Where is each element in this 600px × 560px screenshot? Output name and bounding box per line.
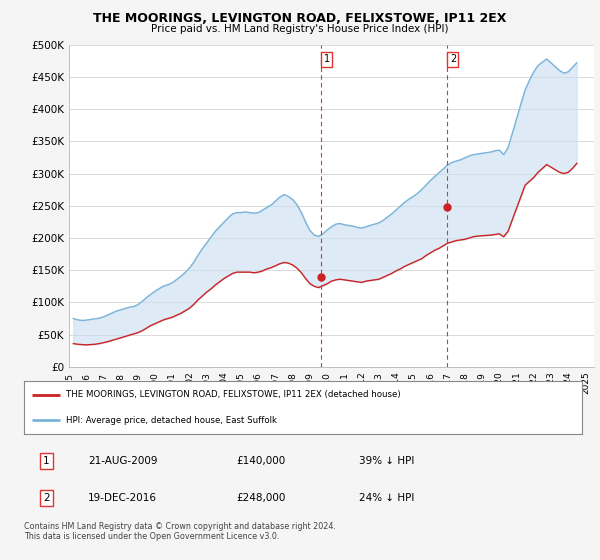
Text: 2: 2 (43, 493, 50, 502)
Text: 2: 2 (450, 54, 456, 64)
Text: 19-DEC-2016: 19-DEC-2016 (88, 493, 157, 502)
Text: 39% ↓ HPI: 39% ↓ HPI (359, 456, 414, 466)
Text: £140,000: £140,000 (236, 456, 285, 466)
Text: Price paid vs. HM Land Registry's House Price Index (HPI): Price paid vs. HM Land Registry's House … (151, 24, 449, 34)
Text: THE MOORINGS, LEVINGTON ROAD, FELIXSTOWE, IP11 2EX: THE MOORINGS, LEVINGTON ROAD, FELIXSTOWE… (94, 12, 506, 25)
Text: HPI: Average price, detached house, East Suffolk: HPI: Average price, detached house, East… (66, 416, 277, 424)
Text: 24% ↓ HPI: 24% ↓ HPI (359, 493, 414, 502)
Text: £248,000: £248,000 (236, 493, 286, 502)
Text: 1: 1 (43, 456, 50, 466)
Text: Contains HM Land Registry data © Crown copyright and database right 2024.
This d: Contains HM Land Registry data © Crown c… (24, 522, 336, 542)
Text: THE MOORINGS, LEVINGTON ROAD, FELIXSTOWE, IP11 2EX (detached house): THE MOORINGS, LEVINGTON ROAD, FELIXSTOWE… (66, 390, 400, 399)
Text: 21-AUG-2009: 21-AUG-2009 (88, 456, 158, 466)
Text: 1: 1 (323, 54, 330, 64)
